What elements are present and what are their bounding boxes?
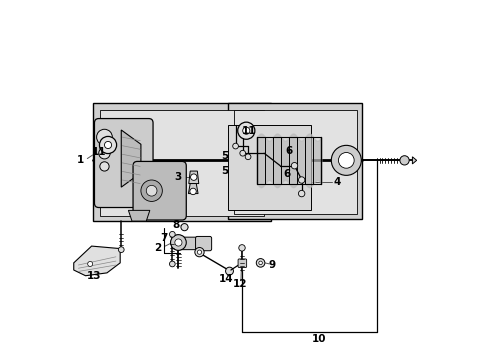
- Text: 9: 9: [268, 260, 275, 270]
- Polygon shape: [188, 171, 198, 184]
- FancyBboxPatch shape: [178, 237, 201, 249]
- Text: 12: 12: [232, 279, 247, 289]
- Circle shape: [244, 154, 250, 159]
- Text: 10: 10: [312, 334, 326, 344]
- Polygon shape: [233, 111, 356, 214]
- Circle shape: [104, 141, 111, 149]
- Text: 2: 2: [154, 243, 162, 253]
- Text: 1: 1: [77, 156, 84, 165]
- Circle shape: [146, 185, 157, 196]
- Text: 11: 11: [241, 126, 256, 136]
- FancyBboxPatch shape: [94, 118, 153, 207]
- Circle shape: [237, 122, 254, 139]
- FancyBboxPatch shape: [195, 237, 211, 251]
- Circle shape: [189, 188, 196, 195]
- Circle shape: [258, 261, 262, 265]
- Circle shape: [242, 127, 249, 134]
- Polygon shape: [93, 103, 271, 221]
- Text: 5: 5: [221, 151, 228, 161]
- Circle shape: [169, 261, 175, 267]
- Circle shape: [87, 261, 93, 266]
- Circle shape: [298, 190, 304, 197]
- Polygon shape: [74, 246, 120, 276]
- Circle shape: [99, 148, 110, 159]
- Text: 4: 4: [333, 177, 340, 187]
- Circle shape: [240, 150, 245, 156]
- Circle shape: [238, 245, 244, 251]
- Circle shape: [118, 247, 124, 252]
- Circle shape: [338, 153, 353, 168]
- Polygon shape: [188, 184, 198, 194]
- Circle shape: [194, 248, 203, 257]
- Text: 6: 6: [283, 168, 290, 179]
- Circle shape: [141, 180, 162, 202]
- Circle shape: [97, 129, 112, 145]
- Text: 7: 7: [160, 233, 167, 243]
- Text: 8: 8: [172, 220, 179, 230]
- Circle shape: [190, 174, 197, 180]
- Circle shape: [175, 239, 182, 246]
- Polygon shape: [121, 130, 141, 187]
- Text: 11: 11: [91, 147, 106, 157]
- Polygon shape: [228, 125, 310, 210]
- Polygon shape: [128, 210, 149, 221]
- FancyBboxPatch shape: [133, 161, 186, 220]
- Polygon shape: [228, 103, 362, 219]
- Circle shape: [399, 156, 408, 165]
- Circle shape: [169, 231, 175, 237]
- Circle shape: [225, 267, 233, 275]
- Text: 5: 5: [221, 166, 228, 176]
- Circle shape: [197, 250, 201, 254]
- Circle shape: [100, 162, 109, 171]
- Circle shape: [99, 136, 116, 154]
- Text: 13: 13: [86, 271, 101, 281]
- Circle shape: [232, 143, 238, 149]
- Circle shape: [331, 145, 361, 175]
- Text: 6: 6: [285, 147, 292, 157]
- Text: 14: 14: [218, 274, 233, 284]
- FancyBboxPatch shape: [238, 259, 246, 267]
- Circle shape: [256, 258, 264, 267]
- Circle shape: [181, 224, 188, 231]
- Polygon shape: [411, 157, 416, 164]
- Text: 3: 3: [174, 172, 181, 182]
- Circle shape: [291, 162, 297, 169]
- Circle shape: [170, 235, 186, 250]
- Polygon shape: [100, 111, 264, 216]
- Circle shape: [298, 177, 304, 183]
